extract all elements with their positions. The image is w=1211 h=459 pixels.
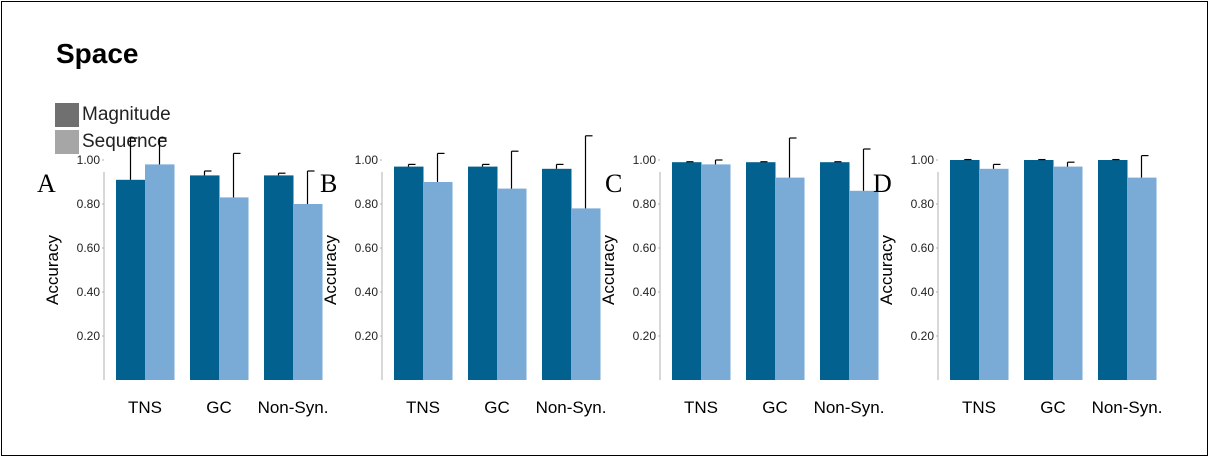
panel-letter: B — [320, 169, 337, 198]
y-tick-label: 0.40 — [911, 285, 935, 299]
x-tick-label: TNS — [684, 398, 718, 417]
bar-sequence — [571, 208, 601, 380]
bar-sequence — [775, 177, 805, 380]
y-axis-label: Accuracy — [599, 235, 618, 305]
y-tick-label: 1.00 — [911, 153, 935, 167]
panel-letter: C — [605, 169, 622, 198]
x-tick-label: GC — [206, 398, 232, 417]
y-axis-label: Accuracy — [43, 235, 62, 305]
x-tick-label: Non-Syn. — [536, 398, 607, 417]
bar-sequence — [1127, 177, 1157, 380]
bar-magnitude — [1098, 160, 1128, 380]
x-tick-label: Non-Syn. — [258, 398, 329, 417]
x-tick-label: GC — [1040, 398, 1066, 417]
bar-magnitude — [1024, 160, 1054, 380]
bar-magnitude — [542, 168, 572, 380]
bar-magnitude — [116, 179, 146, 380]
bar-sequence — [423, 182, 453, 380]
y-axis-label: Accuracy — [321, 235, 340, 305]
bar-magnitude — [394, 166, 424, 380]
bar-magnitude — [190, 175, 220, 380]
legend-item-magnitude: Magnitude — [55, 103, 171, 127]
y-tick-label: 0.60 — [77, 241, 101, 255]
bar-magnitude — [950, 160, 980, 380]
y-tick-label: 0.20 — [77, 329, 101, 343]
legend-swatch — [55, 103, 79, 127]
bar-sequence — [1053, 166, 1083, 380]
bar-sequence — [979, 168, 1009, 380]
bar-magnitude — [468, 166, 498, 380]
bar-magnitude — [672, 162, 702, 380]
y-tick-label: 0.80 — [355, 197, 379, 211]
bar-magnitude — [264, 175, 294, 380]
x-tick-label: Non-Syn. — [814, 398, 885, 417]
bar-magnitude — [746, 162, 776, 380]
bar-magnitude — [820, 162, 850, 380]
panel-letter: D — [873, 169, 892, 198]
bar-sequence — [497, 188, 527, 380]
bar-sequence — [849, 190, 879, 380]
y-tick-label: 0.40 — [77, 285, 101, 299]
legend-swatch — [55, 130, 79, 154]
y-axis-label: Accuracy — [877, 235, 896, 305]
bar-sequence — [145, 164, 175, 380]
y-tick-label: 0.20 — [911, 329, 935, 343]
legend-item-sequence: Sequence — [55, 130, 168, 154]
y-tick-label: 0.60 — [911, 241, 935, 255]
chart-panel-c: C 0.20 0.40 0.60 0.80 1.00 Accuracy TNS GC Non-Sy… — [599, 137, 885, 417]
legend-label: Sequence — [82, 131, 168, 152]
x-tick-label: Non-Syn. — [1092, 398, 1163, 417]
bar-sequence — [293, 204, 323, 380]
y-tick-label: 0.20 — [355, 329, 379, 343]
chart-panel-a: A 0.20 0.40 0.60 0.80 1.00 Accuracy TNS GC Non-Sy… — [37, 137, 329, 417]
y-tick-label: 0.40 — [633, 285, 657, 299]
bar-sequence — [219, 197, 249, 380]
panel-letter: A — [37, 169, 56, 198]
y-tick-label: 0.80 — [911, 197, 935, 211]
legend-label: Magnitude — [82, 104, 171, 125]
y-tick-label: 1.00 — [77, 153, 101, 167]
x-tick-label: TNS — [962, 398, 996, 417]
x-tick-label: GC — [762, 398, 788, 417]
y-tick-label: 0.80 — [633, 197, 657, 211]
figure-title: Space — [56, 38, 139, 69]
y-tick-label: 0.40 — [355, 285, 379, 299]
y-tick-label: 0.60 — [633, 241, 657, 255]
y-tick-label: 1.00 — [355, 153, 379, 167]
x-tick-label: GC — [484, 398, 510, 417]
x-tick-label: TNS — [128, 398, 162, 417]
y-tick-label: 0.20 — [633, 329, 657, 343]
y-tick-label: 0.60 — [355, 241, 379, 255]
x-tick-label: TNS — [406, 398, 440, 417]
y-tick-label: 1.00 — [633, 153, 657, 167]
chart-panel-d: D 0.20 0.40 0.60 0.80 1.00 Accuracy TNS GC Non-Sy… — [873, 153, 1162, 417]
chart-panel-b: B 0.20 0.40 0.60 0.80 1.00 Accuracy TNS GC Non-Sy… — [320, 135, 607, 417]
bar-sequence — [701, 164, 731, 380]
y-tick-label: 0.80 — [77, 197, 101, 211]
